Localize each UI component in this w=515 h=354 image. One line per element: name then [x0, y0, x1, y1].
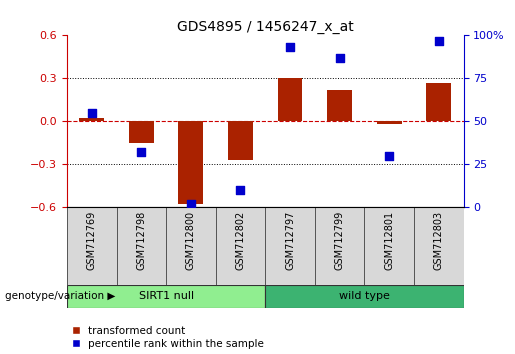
Title: GDS4895 / 1456247_x_at: GDS4895 / 1456247_x_at [177, 21, 354, 34]
Bar [265, 207, 315, 285]
Text: GSM712799: GSM712799 [335, 211, 345, 270]
Bar [414, 207, 464, 285]
Text: GSM712801: GSM712801 [384, 211, 394, 270]
Text: GSM712798: GSM712798 [136, 211, 146, 270]
Point [385, 153, 393, 158]
Point [435, 38, 443, 44]
Point [286, 45, 294, 50]
Text: genotype/variation ▶: genotype/variation ▶ [5, 291, 115, 302]
Text: GSM712802: GSM712802 [235, 211, 246, 270]
Point [137, 149, 145, 155]
Text: SIRT1 null: SIRT1 null [139, 291, 194, 302]
Point [187, 201, 195, 206]
Bar [228, 121, 253, 160]
Point [88, 110, 96, 115]
Text: wild type: wild type [339, 291, 390, 302]
Text: GSM712803: GSM712803 [434, 211, 444, 270]
Bar [365, 207, 414, 285]
Bar [67, 207, 116, 285]
Bar [79, 118, 104, 121]
Bar [278, 78, 302, 121]
Bar [216, 207, 265, 285]
Point [335, 55, 344, 61]
Bar [129, 121, 153, 143]
Text: GSM712797: GSM712797 [285, 211, 295, 270]
Text: GSM712800: GSM712800 [186, 211, 196, 270]
Bar [426, 82, 451, 121]
Point [236, 187, 245, 193]
Bar [179, 121, 203, 204]
Legend: transformed count, percentile rank within the sample: transformed count, percentile rank withi… [72, 326, 264, 349]
Bar [166, 207, 216, 285]
Text: GSM712769: GSM712769 [87, 211, 97, 270]
Bar [116, 207, 166, 285]
Bar [265, 285, 464, 308]
Bar [377, 121, 402, 124]
Bar [315, 207, 365, 285]
Bar [327, 90, 352, 121]
Bar [67, 285, 265, 308]
